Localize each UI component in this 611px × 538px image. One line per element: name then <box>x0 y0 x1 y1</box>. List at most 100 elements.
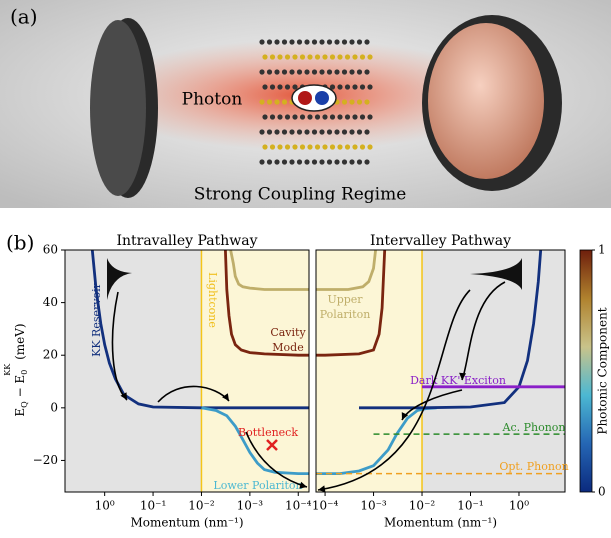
atom <box>274 159 279 164</box>
y-tick-label: 20 <box>43 348 58 362</box>
atom <box>364 129 369 134</box>
electron <box>298 91 312 105</box>
x-tick-label: 10⁻¹ <box>457 499 483 513</box>
atom <box>337 84 342 89</box>
atom <box>349 69 354 74</box>
colorbar <box>580 250 592 492</box>
atom <box>262 84 267 89</box>
atom <box>319 39 324 44</box>
atom <box>267 69 272 74</box>
atom <box>327 39 332 44</box>
atom <box>259 129 264 134</box>
atom <box>285 114 290 119</box>
atom <box>319 159 324 164</box>
atom <box>345 84 350 89</box>
atom <box>364 99 369 104</box>
annotation: Dark KK' Exciton <box>410 374 506 387</box>
atom <box>345 114 350 119</box>
atom <box>297 39 302 44</box>
atom <box>367 54 372 59</box>
atom <box>300 114 305 119</box>
lightcone-region <box>316 250 422 492</box>
atom <box>337 144 342 149</box>
atom <box>274 69 279 74</box>
atom <box>334 69 339 74</box>
atom <box>282 159 287 164</box>
atom <box>304 39 309 44</box>
atom <box>282 129 287 134</box>
regime-label: Strong Coupling Regime <box>194 185 407 205</box>
hole <box>315 91 329 105</box>
atom <box>262 144 267 149</box>
atom <box>360 54 365 59</box>
y-tick-label: 60 <box>43 243 58 257</box>
x-tick-label: 10⁻³ <box>360 499 387 513</box>
atom <box>349 159 354 164</box>
y-axis-label: EQ − E0KK (meV) <box>3 323 29 416</box>
atom <box>360 144 365 149</box>
atom <box>262 54 267 59</box>
atom <box>277 54 282 59</box>
atom <box>327 69 332 74</box>
x-tick-label: 10⁻³ <box>237 499 264 513</box>
atom <box>297 159 302 164</box>
atom <box>270 84 275 89</box>
chart-title: Intravalley Pathway <box>116 233 257 249</box>
atom <box>337 54 342 59</box>
atom <box>357 159 362 164</box>
atom <box>312 129 317 134</box>
atom <box>352 144 357 149</box>
atom <box>367 114 372 119</box>
atom <box>274 99 279 104</box>
atom <box>270 144 275 149</box>
atom <box>259 69 264 74</box>
annotation: Cavity <box>270 326 306 339</box>
annotation: Opt. Phonon <box>499 460 568 473</box>
x-tick-label: 10⁻¹ <box>140 499 166 513</box>
atom <box>304 69 309 74</box>
atom <box>360 114 365 119</box>
atom <box>364 39 369 44</box>
colorbar-label: Photonic Component <box>596 307 610 434</box>
atom <box>334 129 339 134</box>
photon-label: Photon <box>182 90 243 110</box>
atom <box>259 159 264 164</box>
atom <box>289 39 294 44</box>
atom <box>322 144 327 149</box>
atom <box>349 99 354 104</box>
atom <box>270 114 275 119</box>
annotation: Polariton <box>320 308 371 321</box>
atom <box>307 114 312 119</box>
atom <box>289 69 294 74</box>
atom <box>312 69 317 74</box>
x-tick-label: 10⁻⁴ <box>285 499 312 513</box>
atom <box>352 114 357 119</box>
right-mirror-face <box>428 23 544 179</box>
annotation: Lower Polariton <box>213 479 302 492</box>
atom <box>267 39 272 44</box>
atom <box>300 144 305 149</box>
atom <box>315 114 320 119</box>
panel-label: (a) <box>10 5 38 29</box>
atom <box>357 129 362 134</box>
x-tick-label: 10⁰ <box>509 499 529 513</box>
atom <box>282 99 287 104</box>
atom <box>292 54 297 59</box>
atom <box>315 54 320 59</box>
atom <box>292 84 297 89</box>
atom <box>289 159 294 164</box>
figure: (a) Photon Strong Coupling Regime (b) EQ… <box>0 0 611 534</box>
atom <box>345 54 350 59</box>
atom <box>277 114 282 119</box>
y-tick-label: −20 <box>33 453 58 467</box>
atom <box>267 159 272 164</box>
atom <box>364 69 369 74</box>
annotation: Mode <box>272 341 303 354</box>
atom <box>330 114 335 119</box>
atom <box>337 114 342 119</box>
x-axis-label: Momentum (nm⁻¹) <box>130 516 243 530</box>
left-mirror-face <box>90 20 146 196</box>
atom <box>274 129 279 134</box>
atom <box>307 144 312 149</box>
atom <box>282 69 287 74</box>
